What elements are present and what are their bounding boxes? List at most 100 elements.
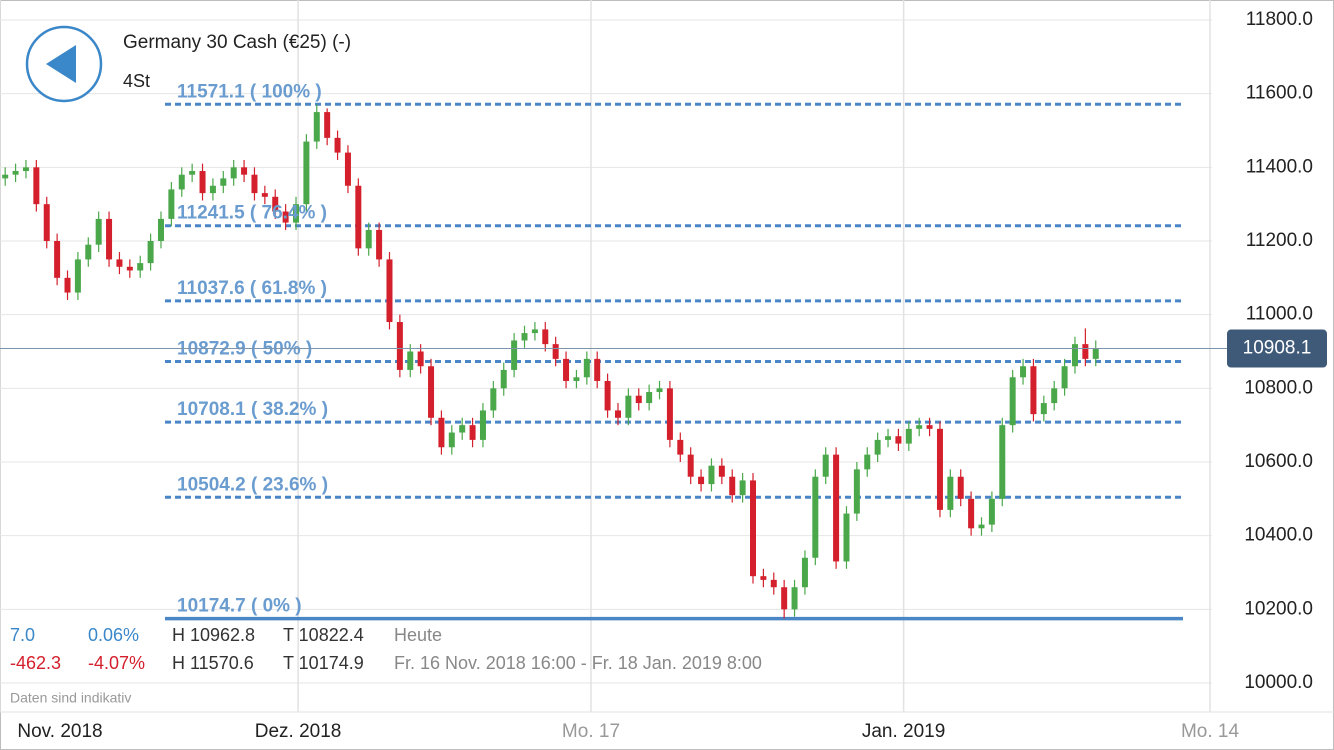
candle-body xyxy=(407,351,414,370)
candle-body xyxy=(199,171,206,194)
stat-value: T 10822.4 xyxy=(283,625,364,645)
candle-body xyxy=(978,524,985,529)
candle-body xyxy=(1082,344,1089,359)
candle-body xyxy=(261,193,268,197)
candle-body xyxy=(511,340,518,370)
candle-body xyxy=(646,392,653,404)
fib-label: 11571.1 ( 100% ) xyxy=(177,81,322,102)
candle-body xyxy=(947,476,954,510)
current-price-box xyxy=(1227,329,1327,368)
candle-body xyxy=(594,358,601,381)
candle-body xyxy=(490,388,497,411)
candle-body xyxy=(417,351,424,367)
candle-body xyxy=(781,587,788,610)
y-tick-label: 11000.0 xyxy=(1246,304,1313,325)
stat-value: Heute xyxy=(394,625,442,645)
back-button[interactable] xyxy=(25,25,103,103)
candle-body xyxy=(324,112,331,138)
x-tick-label: Mo. 17 xyxy=(562,721,620,742)
candle-body xyxy=(334,137,341,153)
candle-body xyxy=(355,185,362,249)
candle-body xyxy=(1071,344,1078,367)
fib-label: 10504.2 ( 23.6% ) xyxy=(177,474,328,495)
candle-body xyxy=(33,167,40,205)
candle-body xyxy=(459,425,466,433)
candle-body xyxy=(905,428,912,444)
y-tick-label: 11400.0 xyxy=(1246,156,1313,177)
candle-body xyxy=(230,167,237,179)
candle-body xyxy=(760,576,767,580)
candle-body xyxy=(251,174,258,194)
candle-body xyxy=(220,178,227,186)
stat-value: Fr. 16 Nov. 2018 16:00 - Fr. 18 Jan. 201… xyxy=(394,653,762,673)
candle-body xyxy=(687,454,694,477)
candle-body xyxy=(885,436,892,440)
y-tick-label: 10000.0 xyxy=(1244,672,1313,693)
candle-body xyxy=(282,211,289,223)
candle-body xyxy=(822,454,829,477)
back-arrow[interactable] xyxy=(46,45,76,83)
fib-label: 10708.1 ( 38.2% ) xyxy=(177,399,328,420)
candle-body xyxy=(874,439,881,455)
candle-body xyxy=(926,425,933,429)
candle-body xyxy=(729,476,736,496)
candle-body xyxy=(936,428,943,510)
candle-body xyxy=(833,454,840,562)
candle-body xyxy=(126,266,133,271)
candle-body xyxy=(178,174,185,190)
candle-body xyxy=(157,218,164,241)
candle-body xyxy=(521,333,528,341)
candle-body xyxy=(116,259,123,267)
candle-body xyxy=(293,204,300,223)
candle-body xyxy=(968,498,975,529)
candle-body xyxy=(1061,366,1068,389)
chart-title: Germany 30 Cash (€25) (-) xyxy=(123,32,351,53)
candle-body xyxy=(573,377,580,381)
candle-body xyxy=(74,259,81,293)
candle-body xyxy=(677,439,684,455)
candle-body xyxy=(843,513,850,562)
candle-body xyxy=(365,229,372,249)
y-tick-label: 10200.0 xyxy=(1244,598,1313,619)
disclaimer: Daten sind indikativ xyxy=(10,690,131,706)
y-tick-label: 11800.0 xyxy=(1246,9,1313,30)
stat-value: T 10174.9 xyxy=(283,653,364,673)
candle-body xyxy=(552,344,559,359)
candle-body xyxy=(241,167,248,175)
candle-body xyxy=(386,259,393,323)
candle-body xyxy=(95,218,102,245)
candle-body xyxy=(853,469,860,514)
candle-body xyxy=(22,167,29,172)
candle-body xyxy=(189,171,196,175)
y-tick-label: 11600.0 xyxy=(1246,83,1313,104)
x-tick-label: Jan. 2019 xyxy=(862,721,945,742)
y-tick-label: 11200.0 xyxy=(1246,230,1313,251)
candle-body xyxy=(64,277,71,293)
candle-body xyxy=(563,358,570,381)
candle-body xyxy=(313,112,320,142)
fib-levels xyxy=(165,102,1183,621)
candle-body xyxy=(698,476,705,485)
candle-body xyxy=(895,436,902,444)
current-price-label: 10908.1 xyxy=(1243,338,1312,359)
candle-body xyxy=(209,185,216,194)
candle-body xyxy=(750,480,757,577)
candle-body xyxy=(448,432,455,448)
overlay: 10000.0 10200.0 10400.0 10600.0 10800.0 11000… xyxy=(0,9,1327,742)
candle-body xyxy=(344,152,351,186)
fib-label: 10174.7 ( 0% ) xyxy=(177,596,302,617)
candle-body xyxy=(1030,366,1037,415)
candle-body xyxy=(85,244,92,260)
candle-body xyxy=(988,498,995,525)
timeframe: 4St xyxy=(123,71,150,91)
candle-body xyxy=(500,369,507,389)
candle-body xyxy=(1092,348,1099,359)
candle-body xyxy=(479,410,486,440)
candle-body xyxy=(1040,403,1047,415)
candle-body xyxy=(916,425,923,429)
candle-body xyxy=(396,322,403,370)
candle-body xyxy=(1051,388,1058,404)
candle-body xyxy=(106,218,113,260)
